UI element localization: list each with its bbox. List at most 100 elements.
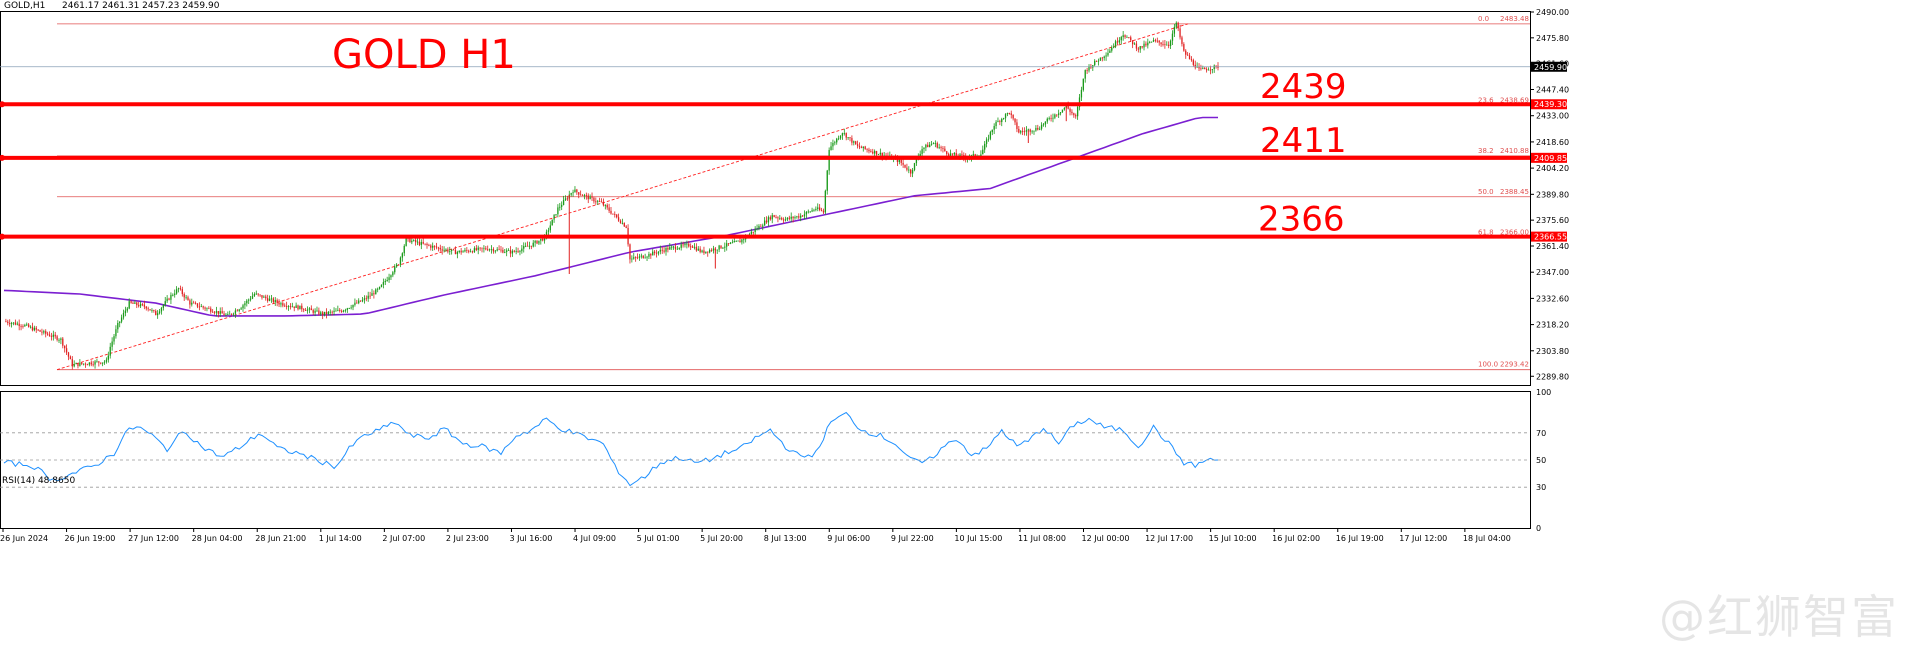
candle-body (1076, 107, 1079, 117)
candle-body (790, 216, 792, 219)
candle-body (373, 293, 375, 295)
candle-body (574, 189, 576, 193)
candle-body (249, 298, 252, 300)
candle-body (460, 250, 462, 253)
candle-body (534, 240, 536, 243)
candle-body (794, 217, 796, 219)
candle-body (824, 190, 827, 213)
candle-body (1020, 131, 1022, 133)
candle-body (1141, 46, 1143, 48)
candle-body (989, 132, 992, 139)
candle-body (1118, 40, 1121, 43)
candle-body (773, 215, 775, 218)
candle-body (792, 216, 794, 219)
candle-body (585, 195, 588, 196)
candle-body (553, 215, 555, 220)
candle-body (395, 264, 398, 267)
candle-body (680, 244, 682, 248)
candle-body (1177, 22, 1179, 29)
candle-body (616, 214, 618, 218)
level-price-badge (1531, 231, 1567, 242)
fib-price-label: 2293.42 (1500, 361, 1529, 369)
x-tick-label: 5 Jul 20:00 (700, 534, 743, 543)
candle-body (583, 195, 586, 196)
candle-body (37, 329, 39, 331)
candle-body (913, 163, 916, 170)
candle-body (549, 225, 551, 231)
candle-body (263, 296, 265, 298)
candle-body (225, 314, 227, 316)
candle-body (927, 144, 929, 148)
rsi-indicator (3, 411, 1219, 487)
candle-body (388, 277, 390, 280)
candle-body (236, 310, 238, 312)
candle-body (784, 219, 787, 221)
candle-body (468, 250, 470, 252)
candle-body (464, 250, 466, 252)
candle-body (83, 363, 85, 365)
candle-body (7, 321, 9, 324)
candle-body (676, 248, 679, 250)
y-tick-label: 2418.60 (1536, 138, 1569, 147)
level-price-label: 2366.55 (1534, 233, 1567, 242)
candle-body (1181, 37, 1183, 45)
candle-body (56, 336, 58, 340)
candle-body (722, 247, 724, 249)
fib-level-label: 23.6 (1478, 96, 1494, 104)
candle-body (881, 152, 883, 157)
candle-body (693, 246, 696, 248)
candle-body (234, 310, 237, 314)
candle-body (1008, 113, 1011, 114)
candle-body (26, 324, 28, 326)
level-anchor (0, 233, 5, 240)
candle-body (475, 248, 477, 250)
candle-body (18, 323, 20, 327)
candle-body (314, 310, 316, 313)
candle-body (1101, 57, 1103, 59)
candle-body (608, 207, 610, 211)
candle-body (593, 197, 595, 202)
candle-body (405, 237, 407, 246)
candle-body (384, 281, 386, 283)
rsi-tick-label: 50 (1536, 456, 1546, 465)
candle-body (103, 361, 106, 363)
candle-body (255, 293, 257, 295)
candle-body (20, 326, 22, 327)
candle-body (515, 251, 517, 252)
candle-body (504, 252, 506, 253)
candle-body (246, 300, 248, 304)
candle-body (870, 151, 872, 152)
candle-body (1107, 52, 1109, 56)
candle-body (378, 286, 381, 289)
candle-body (485, 248, 487, 250)
candle-body (115, 329, 117, 337)
candle-body (760, 225, 762, 227)
x-tick-label: 27 Jun 12:00 (128, 534, 179, 543)
candle-body (800, 215, 802, 218)
candle-body (733, 241, 735, 243)
candle-body (847, 137, 849, 139)
candle-body (424, 243, 426, 245)
candle-body (1048, 118, 1050, 120)
candle-body (238, 309, 240, 312)
candle-body (191, 302, 193, 305)
candle-body (1204, 67, 1206, 70)
candle-body (12, 322, 15, 324)
candle-body (858, 145, 861, 148)
candle-body (5, 321, 7, 323)
candle-body (686, 243, 688, 245)
candle-body (538, 240, 540, 244)
candle-body (735, 241, 737, 242)
candle-body (299, 305, 301, 310)
candle-body (160, 307, 163, 312)
candle-body (77, 363, 79, 366)
ma-line (3, 116, 1218, 317)
candle-body (90, 362, 92, 365)
candle-body (318, 310, 320, 315)
candle-body (1183, 44, 1185, 51)
candle-body (559, 206, 561, 208)
candle-body (862, 146, 864, 149)
candle-body (521, 248, 523, 252)
candle-body (274, 300, 276, 303)
candle-body (667, 247, 669, 250)
